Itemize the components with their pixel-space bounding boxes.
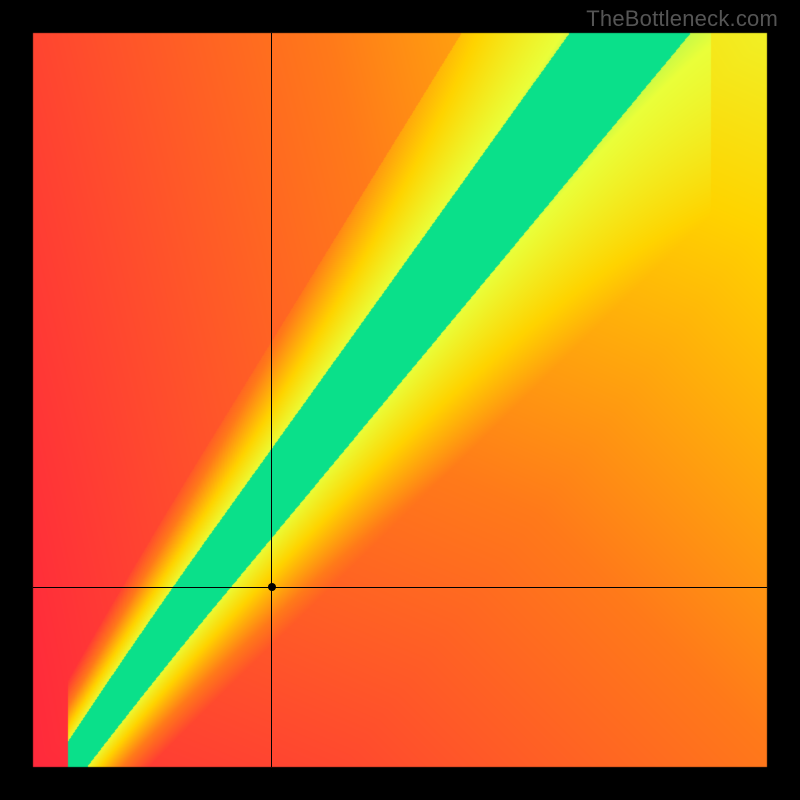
heatmap-canvas — [0, 0, 800, 800]
crosshair-dot — [268, 583, 276, 591]
crosshair-horizontal — [33, 587, 767, 588]
crosshair-vertical — [271, 33, 272, 767]
chart-container: TheBottleneck.com — [0, 0, 800, 800]
watermark-text: TheBottleneck.com — [586, 6, 778, 32]
